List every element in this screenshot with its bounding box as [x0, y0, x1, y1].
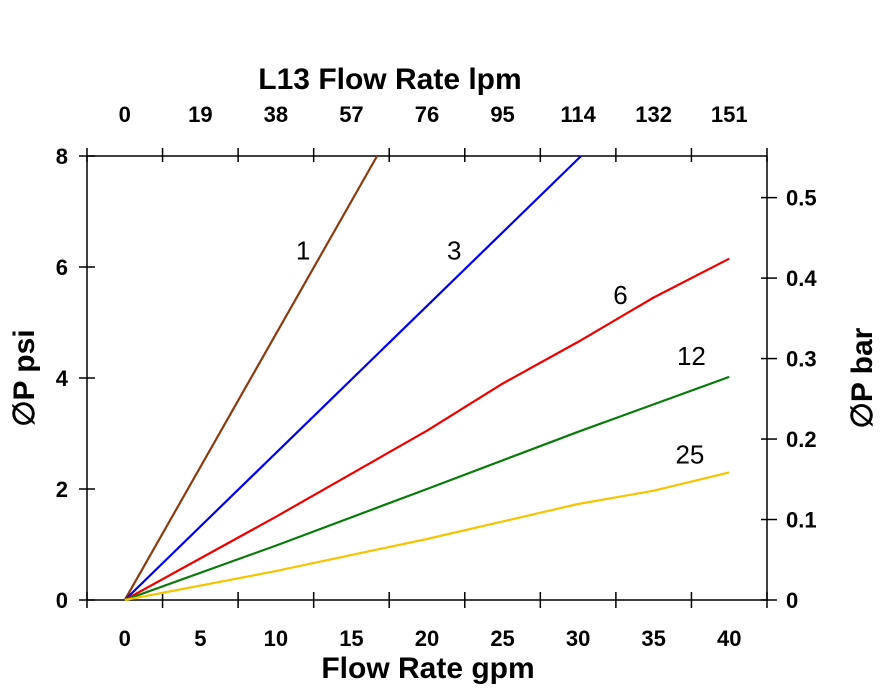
y-axis-title: ∅P psi [8, 329, 41, 426]
top-tick-label: 0 [119, 102, 131, 127]
x-tick-label: 25 [490, 626, 514, 651]
x-axis-title: Flow Rate gpm [321, 652, 534, 685]
series-label-3: 3 [447, 235, 461, 265]
x-tick-label: 10 [264, 626, 288, 651]
series-line-1 [123, 155, 379, 601]
y2-tick-label: 0.4 [786, 266, 817, 291]
y-tick-label: 2 [56, 477, 68, 502]
y-tick-label: 6 [56, 255, 68, 280]
series-line-3 [124, 155, 582, 601]
top-tick-label: 151 [711, 102, 748, 127]
x-tick-label: 30 [566, 626, 590, 651]
x-tick-label: 5 [194, 626, 206, 651]
y-tick-label: 4 [56, 366, 69, 391]
top-tick-label: 38 [264, 102, 288, 127]
x-tick-label: 0 [119, 626, 131, 651]
series-lines [123, 155, 730, 602]
series-label-12: 12 [677, 341, 706, 371]
x-tick-label: 35 [641, 626, 665, 651]
series-label-25: 25 [675, 440, 704, 470]
x-tick-label: 40 [717, 626, 741, 651]
series-line-12 [124, 375, 730, 602]
y2-axis-title: ∅P bar [846, 327, 879, 428]
y2-tick-label: 0.2 [786, 427, 817, 452]
series-labels: 1 3 6 12 25 [296, 235, 706, 469]
series-label-1: 1 [296, 235, 310, 265]
plot-frame [86, 155, 768, 601]
top-tick-label: 114 [560, 102, 596, 127]
axis-ticks: 0051910381557207625953011435132401510246… [56, 102, 818, 651]
y2-tick-label: 0.5 [786, 186, 817, 211]
x-tick-label: 15 [339, 626, 363, 651]
y-tick-label: 0 [56, 588, 68, 613]
top-tick-label: 132 [635, 102, 672, 127]
series-line-25 [124, 471, 730, 602]
y2-tick-label: 0.1 [786, 508, 817, 533]
series-line-6 [124, 257, 730, 601]
y-tick-label: 8 [56, 144, 68, 169]
top-tick-label: 76 [415, 102, 439, 127]
top-tick-label: 95 [490, 102, 514, 127]
top-tick-label: 57 [339, 102, 363, 127]
top-axis-title: L13 Flow Rate lpm [258, 63, 521, 96]
y2-tick-label: 0.3 [786, 347, 817, 372]
top-tick-label: 19 [188, 102, 212, 127]
x-tick-label: 20 [415, 626, 439, 651]
y2-tick-label: 0 [786, 588, 798, 613]
series-label-6: 6 [613, 280, 627, 310]
